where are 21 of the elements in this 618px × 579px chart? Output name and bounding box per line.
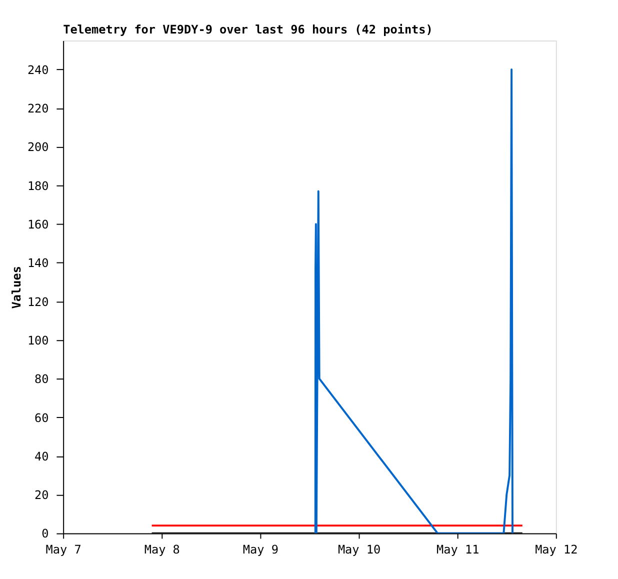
y-tick-label: 220 [27, 102, 49, 116]
y-axis-title: Values [10, 266, 24, 309]
chart-title: Telemetry for VE9DY-9 over last 96 hours (42 points) [63, 22, 433, 37]
y-tick-label: 80 [34, 372, 49, 386]
x-tick-label: May 11 [436, 542, 480, 557]
y-tick-label: 100 [27, 333, 49, 348]
y-tick-label: 40 [34, 449, 49, 464]
y-tick-label: 140 [27, 256, 49, 270]
y-tick-label: 240 [27, 62, 49, 77]
x-tick-label: May 9 [242, 542, 278, 557]
y-tick-label: 160 [27, 218, 49, 232]
y-tick-label: 200 [27, 140, 49, 154]
y-tick-label: 120 [27, 294, 49, 309]
x-tick-label: May 7 [46, 542, 82, 557]
y-tick-label: 0 [42, 526, 49, 541]
x-tick-label: May 12 [535, 542, 578, 557]
y-tick-label: 20 [34, 488, 49, 502]
x-tick-label: May 8 [144, 542, 180, 557]
y-tick-label: 180 [27, 178, 49, 193]
y-tick-label: 60 [34, 410, 49, 425]
x-tick-label: May 10 [338, 542, 381, 557]
